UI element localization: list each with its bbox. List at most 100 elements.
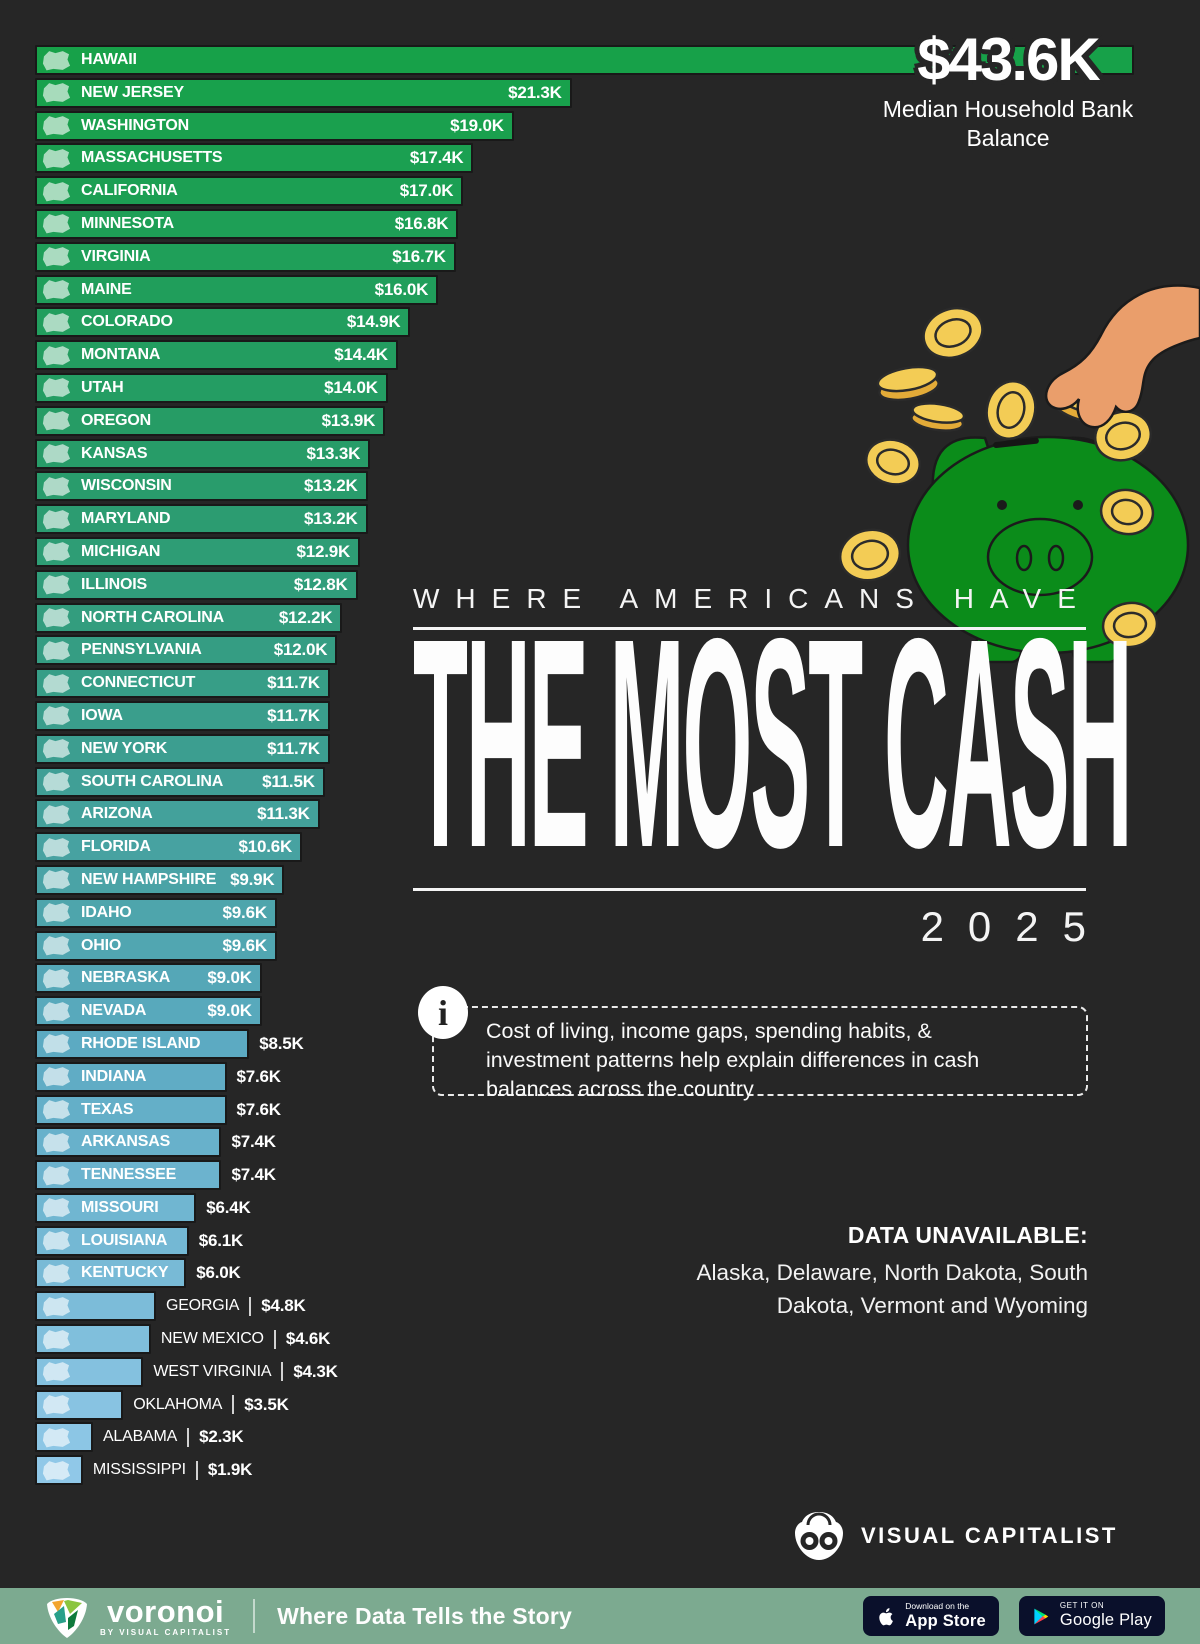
state-name: OREGON xyxy=(81,411,151,429)
state-value: $16.0K xyxy=(374,279,429,299)
state-name: NORTH CAROLINA xyxy=(81,608,224,626)
state-bar xyxy=(35,1422,93,1453)
state-name: COLORADO xyxy=(81,313,173,331)
state-value: $11.7K xyxy=(267,738,320,758)
state-bar: ARKANSAS xyxy=(35,1127,222,1158)
voronoi-wordmark: voronoi BY VISUAL CAPITALIST xyxy=(100,1596,231,1637)
state-value: $11.7K xyxy=(267,673,320,693)
bar-row: ARKANSAS $7.4K xyxy=(35,1127,1195,1158)
bar-row: GEORGIA $4.8K xyxy=(35,1291,1195,1322)
bar-row: MARYLAND $13.2K xyxy=(35,504,1195,535)
state-value: $19.0K xyxy=(450,115,504,135)
state-bar: OHIO $9.6K xyxy=(35,930,277,961)
state-value: $14.9K xyxy=(346,312,401,332)
bar-row: OHIO $9.6K xyxy=(35,930,1195,961)
bar-row: ALABAMA $2.3K xyxy=(35,1422,1195,1453)
state-shape-icon xyxy=(40,901,73,924)
title-rule xyxy=(413,888,1086,891)
callout-value: $43.6K xyxy=(917,26,1100,93)
google-play-badge-label: Google Play xyxy=(1059,1611,1152,1630)
piggy-bank-illustration xyxy=(815,280,1200,710)
bar-row: CONNECTICUT $11.7K xyxy=(35,668,1195,699)
state-name: IOWA xyxy=(81,706,123,724)
state-shape-icon xyxy=(40,1262,73,1285)
state-shape-icon xyxy=(40,1459,73,1482)
state-name: VIRGINIA xyxy=(81,247,151,265)
state-bar: IDAHO $9.6K xyxy=(35,897,277,928)
title-rule xyxy=(413,627,1086,630)
state-bar: IOWA $11.7K xyxy=(35,700,330,731)
bar-row: FLORIDA $10.6K xyxy=(35,832,1195,863)
google-play-badge[interactable]: GET IT ON Google Play xyxy=(1018,1596,1165,1636)
state-name: MISSOURI xyxy=(81,1198,159,1216)
outside-label: $7.4K xyxy=(231,1132,276,1152)
state-shape-icon xyxy=(40,245,73,268)
bar-row: NEW YORK $11.7K xyxy=(35,733,1195,764)
state-value: $12.9K xyxy=(296,541,351,561)
state-name: GEORGIA xyxy=(165,1297,240,1315)
state-name: WASHINGTON xyxy=(81,116,189,134)
state-name: WEST VIRGINIA xyxy=(153,1362,272,1380)
state-value: $9.0K xyxy=(207,968,252,988)
outside-label: $6.4K xyxy=(206,1198,251,1218)
state-bar: HAWAII xyxy=(35,45,1134,75)
state-shape-icon xyxy=(40,49,73,72)
data-unavailable-body: Alaska, Delaware, North Dakota, South Da… xyxy=(696,1260,1088,1318)
state-name: MICHIGAN xyxy=(81,542,161,560)
info-icon: i xyxy=(418,986,468,1039)
bar-row: IOWA $11.7K xyxy=(35,700,1195,731)
outside-label: $7.4K xyxy=(231,1165,276,1185)
state-shape-icon xyxy=(40,1295,73,1318)
state-name: ARIZONA xyxy=(81,805,153,823)
state-value: $9.0K xyxy=(207,1001,252,1021)
state-bar: TEXAS xyxy=(35,1094,227,1125)
footer-divider xyxy=(253,1599,256,1633)
state-name: WISCONSIN xyxy=(81,477,172,495)
state-bar xyxy=(35,1324,151,1355)
state-name: KANSAS xyxy=(81,444,148,462)
state-shape-icon xyxy=(40,803,73,826)
voronoi-logo-icon xyxy=(47,1598,87,1638)
bar-row: NEW HAMPSHIRE $9.9K xyxy=(35,864,1195,895)
state-value: $7.4K xyxy=(231,1165,276,1185)
bar-row: MISSOURI $6.4K xyxy=(35,1192,1195,1223)
bar-row: KENTUCKY $6.0K xyxy=(35,1258,1195,1289)
state-bar: MINNESOTA $16.8K xyxy=(35,208,459,239)
voronoi-name: voronoi xyxy=(106,1593,225,1629)
state-bar: NEVADA $9.0K xyxy=(35,996,262,1027)
state-name: INDIANA xyxy=(81,1067,147,1085)
app-store-badge[interactable]: Download on the App Store xyxy=(863,1596,999,1636)
coin-icon xyxy=(985,380,1037,440)
state-bar: MISSOURI xyxy=(35,1192,197,1223)
state-value: $9.6K xyxy=(222,935,268,955)
state-bar: WASHINGTON $19.0K xyxy=(35,110,514,141)
state-bar: LOUISIANA xyxy=(35,1225,189,1256)
state-shape-icon xyxy=(40,1426,73,1449)
outside-label: NEW MEXICO $4.6K xyxy=(161,1329,330,1349)
state-bar: NEBRASKA $9.0K xyxy=(35,963,262,994)
state-name: LOUISIANA xyxy=(81,1231,168,1249)
label-divider xyxy=(281,1362,284,1382)
state-value: $11.7K xyxy=(267,705,320,725)
state-name: TEXAS xyxy=(81,1100,134,1118)
state-name: CALIFORNIA xyxy=(81,182,178,200)
voronoi-subtitle: BY VISUAL CAPITALIST xyxy=(100,1627,232,1637)
state-bar: OREGON $13.9K xyxy=(35,405,386,436)
state-bar: ARIZONA $11.3K xyxy=(35,799,320,830)
state-value: $4.6K xyxy=(285,1329,331,1349)
google-play-badge-top: GET IT ON xyxy=(1059,1601,1105,1611)
bar-row: NORTH CAROLINA $12.2K xyxy=(35,602,1195,633)
outside-label: WEST VIRGINIA $4.3K xyxy=(153,1362,338,1382)
state-value: $16.8K xyxy=(394,213,449,233)
voronoi-logo: voronoi BY VISUAL CAPITALIST xyxy=(44,1592,231,1640)
state-shape-icon xyxy=(40,934,73,957)
state-value: $11.3K xyxy=(257,804,310,824)
bar-row: LOUISIANA $6.1K xyxy=(35,1225,1195,1256)
top-callout: $43.6K Median Household Bank Balance xyxy=(880,28,1136,153)
state-name: ARKANSAS xyxy=(81,1133,171,1151)
state-bar: CALIFORNIA $17.0K xyxy=(35,176,464,207)
bar-row: ARIZONA $11.3K xyxy=(35,799,1195,830)
state-bar: TENNESSEE xyxy=(35,1160,222,1191)
state-name: MARYLAND xyxy=(81,510,171,528)
label-divider xyxy=(273,1329,276,1349)
